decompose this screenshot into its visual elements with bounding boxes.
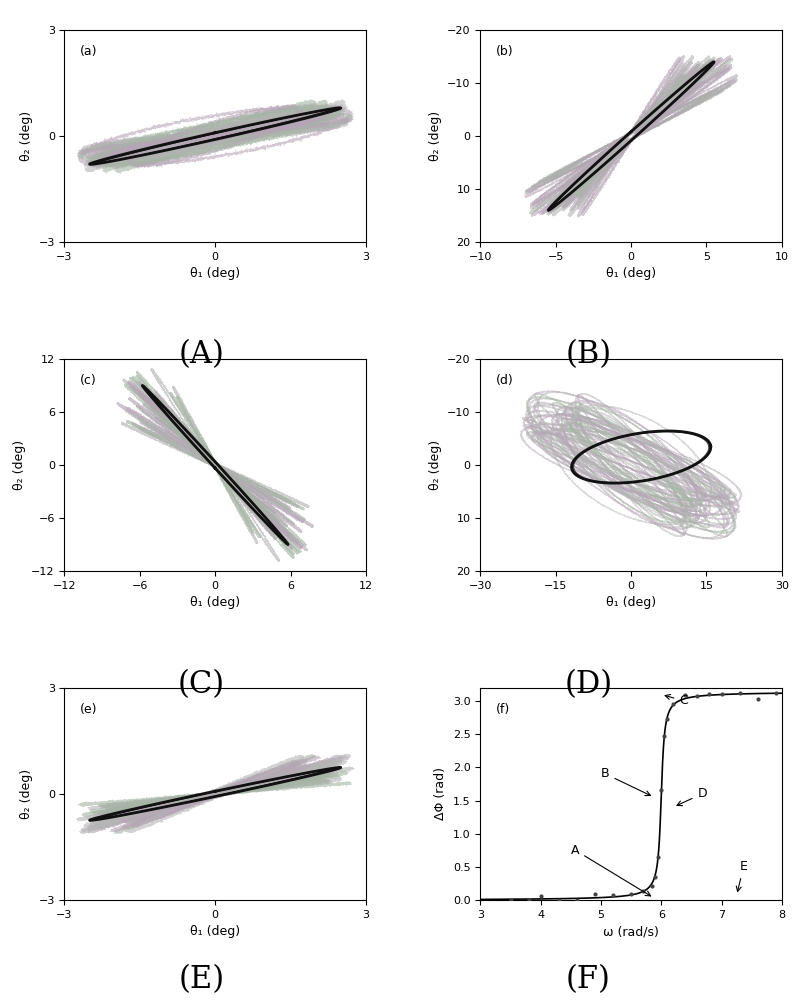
Text: (E): (E) — [178, 964, 225, 996]
X-axis label: θ₁ (deg): θ₁ (deg) — [606, 596, 656, 609]
Y-axis label: θ₂ (deg): θ₂ (deg) — [20, 769, 33, 819]
Text: (a): (a) — [80, 45, 97, 58]
Text: C: C — [665, 694, 688, 707]
X-axis label: θ₁ (deg): θ₁ (deg) — [606, 267, 656, 280]
Text: (F): (F) — [566, 964, 611, 996]
Text: B: B — [601, 767, 650, 796]
X-axis label: θ₁ (deg): θ₁ (deg) — [190, 267, 240, 280]
Text: E: E — [737, 860, 747, 891]
Y-axis label: θ₂ (deg): θ₂ (deg) — [20, 111, 33, 161]
Text: (B): (B) — [565, 340, 612, 370]
Text: (c): (c) — [80, 374, 96, 387]
Text: (f): (f) — [496, 703, 509, 716]
Text: (D): (D) — [564, 670, 613, 700]
Y-axis label: ΔΦ (rad): ΔΦ (rad) — [434, 767, 447, 820]
Y-axis label: θ₂ (deg): θ₂ (deg) — [429, 111, 442, 161]
X-axis label: θ₁ (deg): θ₁ (deg) — [190, 925, 240, 938]
Y-axis label: θ₂ (deg): θ₂ (deg) — [429, 440, 442, 490]
X-axis label: θ₁ (deg): θ₁ (deg) — [190, 596, 240, 609]
Text: (e): (e) — [80, 703, 97, 716]
Text: (b): (b) — [496, 45, 513, 58]
Text: D: D — [677, 787, 707, 806]
X-axis label: ω (rad/s): ω (rad/s) — [603, 925, 659, 938]
Text: (C): (C) — [178, 670, 225, 700]
Text: (A): (A) — [179, 340, 224, 370]
Y-axis label: θ₂ (deg): θ₂ (deg) — [13, 440, 26, 490]
Text: A: A — [571, 844, 650, 896]
Text: (d): (d) — [496, 374, 513, 387]
